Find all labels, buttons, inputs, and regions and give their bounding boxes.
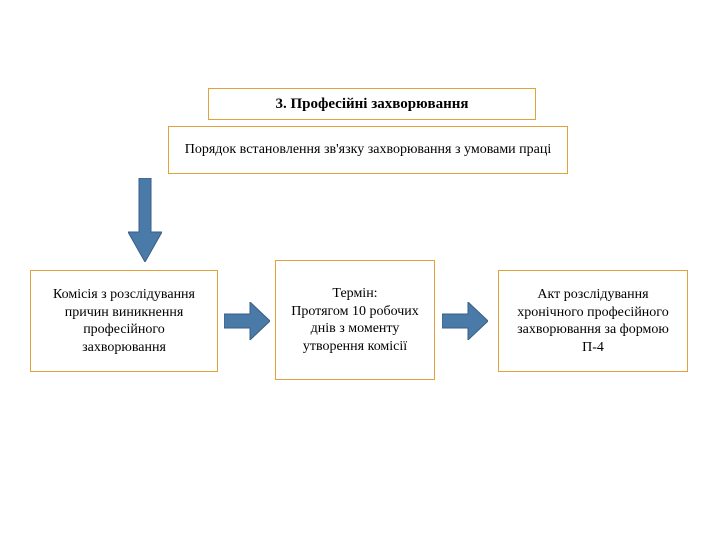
- subtitle-box: Порядок встановлення зв'язку захворюванн…: [168, 126, 568, 174]
- title-box: 3. Професійні захворювання: [208, 88, 536, 120]
- step1-box: Комісія з розслідування причин виникненн…: [30, 270, 218, 372]
- arrow-down: [128, 178, 162, 262]
- step2-box: Термін: Протягом 10 робочих днів з момен…: [275, 260, 435, 380]
- subtitle-text: Порядок встановлення зв'язку захворюванн…: [185, 141, 552, 159]
- step3-box: Акт розслідування хронічного професійног…: [498, 270, 688, 372]
- arrow-right-2: [442, 302, 488, 340]
- step1-text: Комісія з розслідування причин виникненн…: [41, 286, 207, 356]
- title-text: 3. Професійні захворювання: [275, 95, 468, 114]
- step2-label: Термін:: [332, 285, 377, 303]
- step2-text: Протягом 10 робочих днів з моменту утвор…: [286, 303, 424, 356]
- step3-text: Акт розслідування хронічного професійног…: [509, 286, 677, 356]
- arrow-right-1: [224, 302, 270, 340]
